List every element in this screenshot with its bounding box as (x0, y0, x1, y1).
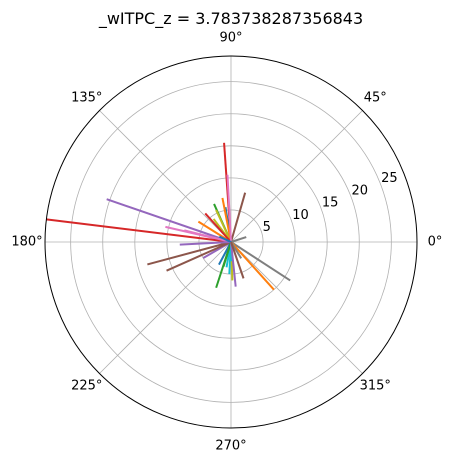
radial-tick-label: 15 (322, 196, 339, 211)
radial-tick-label: 10 (292, 208, 309, 223)
data-ray-26 (226, 174, 232, 243)
angular-grid-line-7 (230, 241, 363, 374)
angle-tick-label: 315° (360, 379, 391, 394)
data-ray-27 (230, 236, 247, 243)
data-ray-30 (218, 235, 232, 243)
data-ray-7 (230, 241, 291, 282)
angle-tick-label: 225° (71, 379, 102, 394)
angle-tick-label: 270° (215, 439, 246, 454)
angle-tick-label: 135° (71, 90, 102, 105)
radial-tick-label: 5 (263, 220, 271, 235)
data-rays (46, 142, 291, 291)
data-ray-16 (184, 229, 232, 243)
radial-tick-label: 20 (352, 183, 369, 198)
data-ray-24 (179, 241, 232, 246)
data-ray-25 (230, 192, 247, 243)
chart-title: _wITPC_z = 3.783738287356843 (98, 9, 363, 29)
radial-tick-labels: 5 10 15 20 25 (263, 171, 398, 235)
data-ray-15 (166, 241, 232, 272)
data-ray-32 (230, 241, 245, 279)
angular-grid-line-1 (230, 110, 363, 243)
data-ray-11 (230, 241, 275, 291)
angle-tick-label: 90° (219, 31, 242, 46)
data-ray-22 (222, 241, 232, 267)
polar-grid (45, 56, 417, 428)
angle-tick-label: 45° (364, 90, 387, 105)
data-ray-5 (147, 241, 232, 266)
angular-grid-line-5 (99, 241, 232, 374)
data-ray-4 (106, 198, 232, 243)
radial-tick-label: 25 (381, 171, 398, 186)
data-ray-18 (215, 209, 232, 243)
data-ray-21 (221, 197, 232, 243)
angular-grid-line-3 (99, 110, 232, 243)
data-ray-31 (230, 241, 237, 287)
angle-tick-label: 180° (11, 235, 42, 250)
data-ray-23 (204, 212, 232, 243)
angle-tick-labels: 0° 45° 90° 135° 180° 225° 270° 315° (11, 31, 442, 454)
angle-tick-label: 0° (428, 235, 443, 250)
data-ray-13 (46, 218, 232, 243)
polar-frame (44, 55, 418, 429)
